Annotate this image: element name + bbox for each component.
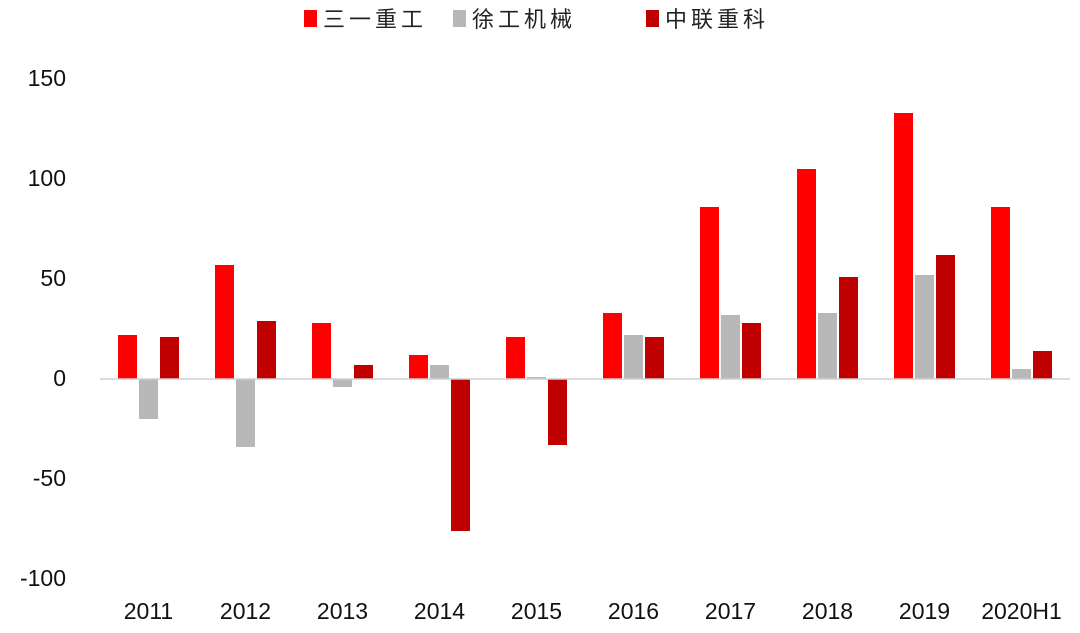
legend-swatch-sany (304, 10, 317, 27)
x-axis: 2011 2012 2013 2014 2015 2016 2017 2018 2019 2020… (124, 598, 1062, 624)
bar-sany-2016 (603, 313, 622, 379)
y-tick-label: -100 (20, 565, 66, 591)
legend-swatch-xcmg (453, 10, 466, 27)
bar-xcmg-2015 (527, 377, 546, 379)
y-tick-label: 0 (53, 365, 66, 391)
bar-zoomlion-2013 (354, 365, 373, 379)
x-tick-label: 2018 (802, 598, 853, 624)
bar-sany-2012 (215, 265, 234, 379)
bar-sany-2015 (506, 337, 525, 379)
x-tick-label: 2015 (511, 598, 562, 624)
bars (118, 113, 1052, 531)
bar-sany-2019 (894, 113, 913, 379)
bar-xcmg-2011 (139, 379, 158, 419)
x-tick-label: 2016 (608, 598, 659, 624)
bar-xcmg-2020h1 (1012, 369, 1031, 379)
y-tick-label: 100 (28, 165, 66, 191)
legend-label-zoomlion: 中联重科 (665, 8, 769, 33)
y-tick-label: 150 (28, 65, 66, 91)
x-tick-label: 2020H1 (981, 598, 1062, 624)
x-tick-label: 2012 (220, 598, 271, 624)
legend-label-sany: 三一重工 (323, 8, 427, 33)
bar-xcmg-2014 (430, 365, 449, 379)
bar-sany-2017 (700, 207, 719, 379)
y-axis: 150 100 50 0 -50 -100 (20, 65, 66, 591)
bar-sany-2013 (312, 323, 331, 379)
y-tick-label: 50 (40, 265, 66, 291)
legend-item-xcmg: 徐工机械 (453, 8, 576, 33)
bar-zoomlion-2019 (936, 255, 955, 379)
bar-zoomlion-2011 (160, 337, 179, 379)
legend-swatch-zoomlion (646, 10, 659, 27)
legend-label-xcmg: 徐工机械 (472, 8, 576, 33)
bar-sany-2014 (409, 355, 428, 379)
x-tick-label: 2013 (317, 598, 368, 624)
bar-xcmg-2018 (818, 313, 837, 379)
legend: 三一重工 徐工机械 中联重科 (304, 8, 769, 33)
bar-sany-2011 (118, 335, 137, 379)
bar-sany-2020h1 (991, 207, 1010, 379)
bar-sany-2018 (797, 169, 816, 379)
bar-xcmg-2019 (915, 275, 934, 379)
bar-xcmg-2013 (333, 379, 352, 387)
x-tick-label: 2019 (899, 598, 950, 624)
bar-zoomlion-2020h1 (1033, 351, 1052, 379)
legend-item-sany: 三一重工 (304, 8, 427, 33)
x-tick-label: 2014 (414, 598, 465, 624)
bar-xcmg-2012 (236, 379, 255, 447)
bar-xcmg-2017 (721, 315, 740, 379)
bar-zoomlion-2012 (257, 321, 276, 379)
legend-item-zoomlion: 中联重科 (646, 8, 769, 33)
bar-zoomlion-2018 (839, 277, 858, 379)
bar-zoomlion-2017 (742, 323, 761, 379)
x-tick-label: 2017 (705, 598, 756, 624)
bar-zoomlion-2016 (645, 337, 664, 379)
bar-zoomlion-2014 (451, 379, 470, 531)
bar-zoomlion-2015 (548, 379, 567, 445)
x-tick-label: 2011 (124, 598, 173, 624)
bar-xcmg-2016 (624, 335, 643, 379)
y-tick-label: -50 (33, 465, 66, 491)
